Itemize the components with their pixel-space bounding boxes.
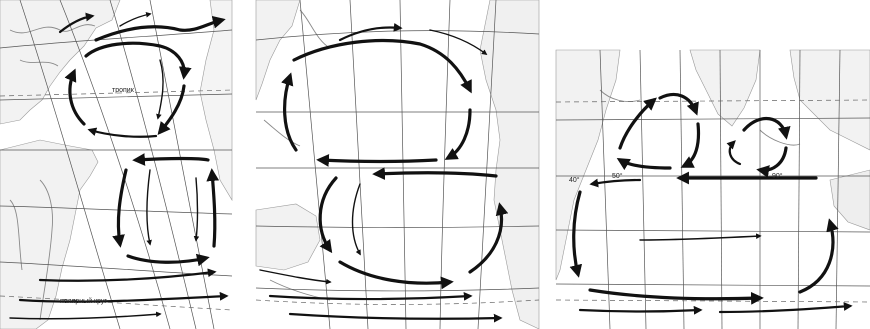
- tropic-label: тропик: [112, 87, 135, 94]
- indian-map-panel: 40° 50° 90°: [555, 49, 870, 329]
- longitude-50-label: 50°: [612, 172, 623, 180]
- africa-land: [555, 49, 621, 281]
- pacific-map-panel: [255, 0, 540, 329]
- australia-land-indian: [829, 169, 870, 231]
- india-land: [689, 49, 761, 127]
- atlantic-map-panel: тропик полярный круг: [0, 0, 233, 329]
- australia-land: [255, 203, 321, 271]
- south-america-land: [0, 139, 99, 329]
- asia-land: [255, 0, 301, 101]
- polar-circle-label: полярный круг: [60, 297, 107, 305]
- longitude-90-label: 90°: [772, 172, 783, 180]
- longitude-40-label: 40°: [569, 176, 580, 184]
